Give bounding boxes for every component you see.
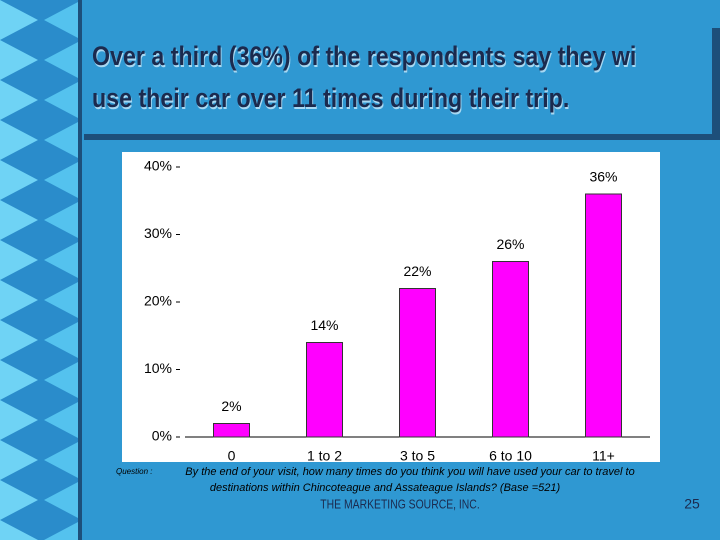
strip-triangle xyxy=(0,320,38,360)
strip-triangle xyxy=(44,282,78,318)
question-text: destinations within Chincoteague and Ass… xyxy=(210,482,561,494)
strip-triangle xyxy=(0,0,38,40)
title-shadow-text: Over a third (36%) of the respondents sa… xyxy=(93,44,637,74)
strip-triangle xyxy=(0,520,38,540)
strip-triangle xyxy=(0,120,38,160)
y-tick-label: 10% xyxy=(144,360,172,376)
x-tick-label: 1 to 2 xyxy=(307,448,342,464)
bar xyxy=(306,342,343,438)
bar xyxy=(492,261,529,438)
strip-triangle xyxy=(44,482,78,518)
x-tick-label: 6 to 10 xyxy=(489,448,532,464)
strip-triangle xyxy=(0,40,38,80)
data-label: 36% xyxy=(589,169,617,185)
strip-triangle xyxy=(0,480,38,520)
strip-triangle xyxy=(44,402,78,438)
strip-triangle xyxy=(44,2,78,38)
strip-triangle xyxy=(44,42,78,78)
bar xyxy=(399,288,436,438)
title: Over a third (36%) of the respondents sa… xyxy=(92,42,637,116)
data-label: 22% xyxy=(403,263,431,279)
title-line: use their car over 11 times during their… xyxy=(92,84,569,114)
strip-triangle xyxy=(44,522,78,540)
decor-strip xyxy=(0,0,82,540)
strip-triangle xyxy=(44,242,78,278)
strip-triangle xyxy=(44,162,78,198)
footer-text: THE MARKETING SOURCE, INC. xyxy=(320,497,479,511)
strip-triangle xyxy=(0,400,38,440)
question-text: By the end of your visit, how many times… xyxy=(185,466,634,478)
strip-triangle xyxy=(0,280,38,320)
x-tick-label: 3 to 5 xyxy=(400,448,435,464)
strip-triangle xyxy=(0,200,38,240)
strip-triangle xyxy=(0,440,38,480)
plot-area xyxy=(122,152,660,462)
title-shadow xyxy=(84,134,720,140)
data-label: 2% xyxy=(221,398,241,414)
data-label: 14% xyxy=(310,317,338,333)
bar xyxy=(213,423,250,438)
strip-triangle xyxy=(0,360,38,400)
y-tick-label: 20% xyxy=(144,293,172,309)
strip-triangle xyxy=(0,80,38,120)
strip-triangle xyxy=(0,160,38,200)
data-label: 26% xyxy=(496,236,524,252)
chart: 0% 10% 20% 30% 40% 0 2% 1 to 2 14% 3 to 5 22% 6 to … xyxy=(144,158,650,464)
question-label: Question : xyxy=(116,467,152,476)
title-shadow-text: use their car over 11 times during their… xyxy=(93,86,570,116)
y-tick-label: 0% xyxy=(152,428,172,444)
bar xyxy=(585,193,622,438)
strip-triangle xyxy=(44,322,78,358)
strip-triangle xyxy=(0,240,38,280)
strip-triangle xyxy=(44,442,78,478)
title-shadow xyxy=(712,28,720,138)
strip-triangle xyxy=(44,362,78,398)
strip-triangle xyxy=(44,202,78,238)
strip-triangle xyxy=(44,82,78,118)
y-tick-label: 40% xyxy=(144,158,172,174)
y-tick-label: 30% xyxy=(144,225,172,241)
title-line: Over a third (36%) of the respondents sa… xyxy=(92,42,636,72)
footer: THE MARKETING SOURCE, INC. xyxy=(320,497,479,511)
strip-triangle xyxy=(44,122,78,158)
strip-edge xyxy=(78,0,82,540)
x-tick-label: 0 xyxy=(228,448,236,464)
x-tick-label: 11+ xyxy=(592,448,615,464)
page-number: 25 xyxy=(684,496,700,512)
